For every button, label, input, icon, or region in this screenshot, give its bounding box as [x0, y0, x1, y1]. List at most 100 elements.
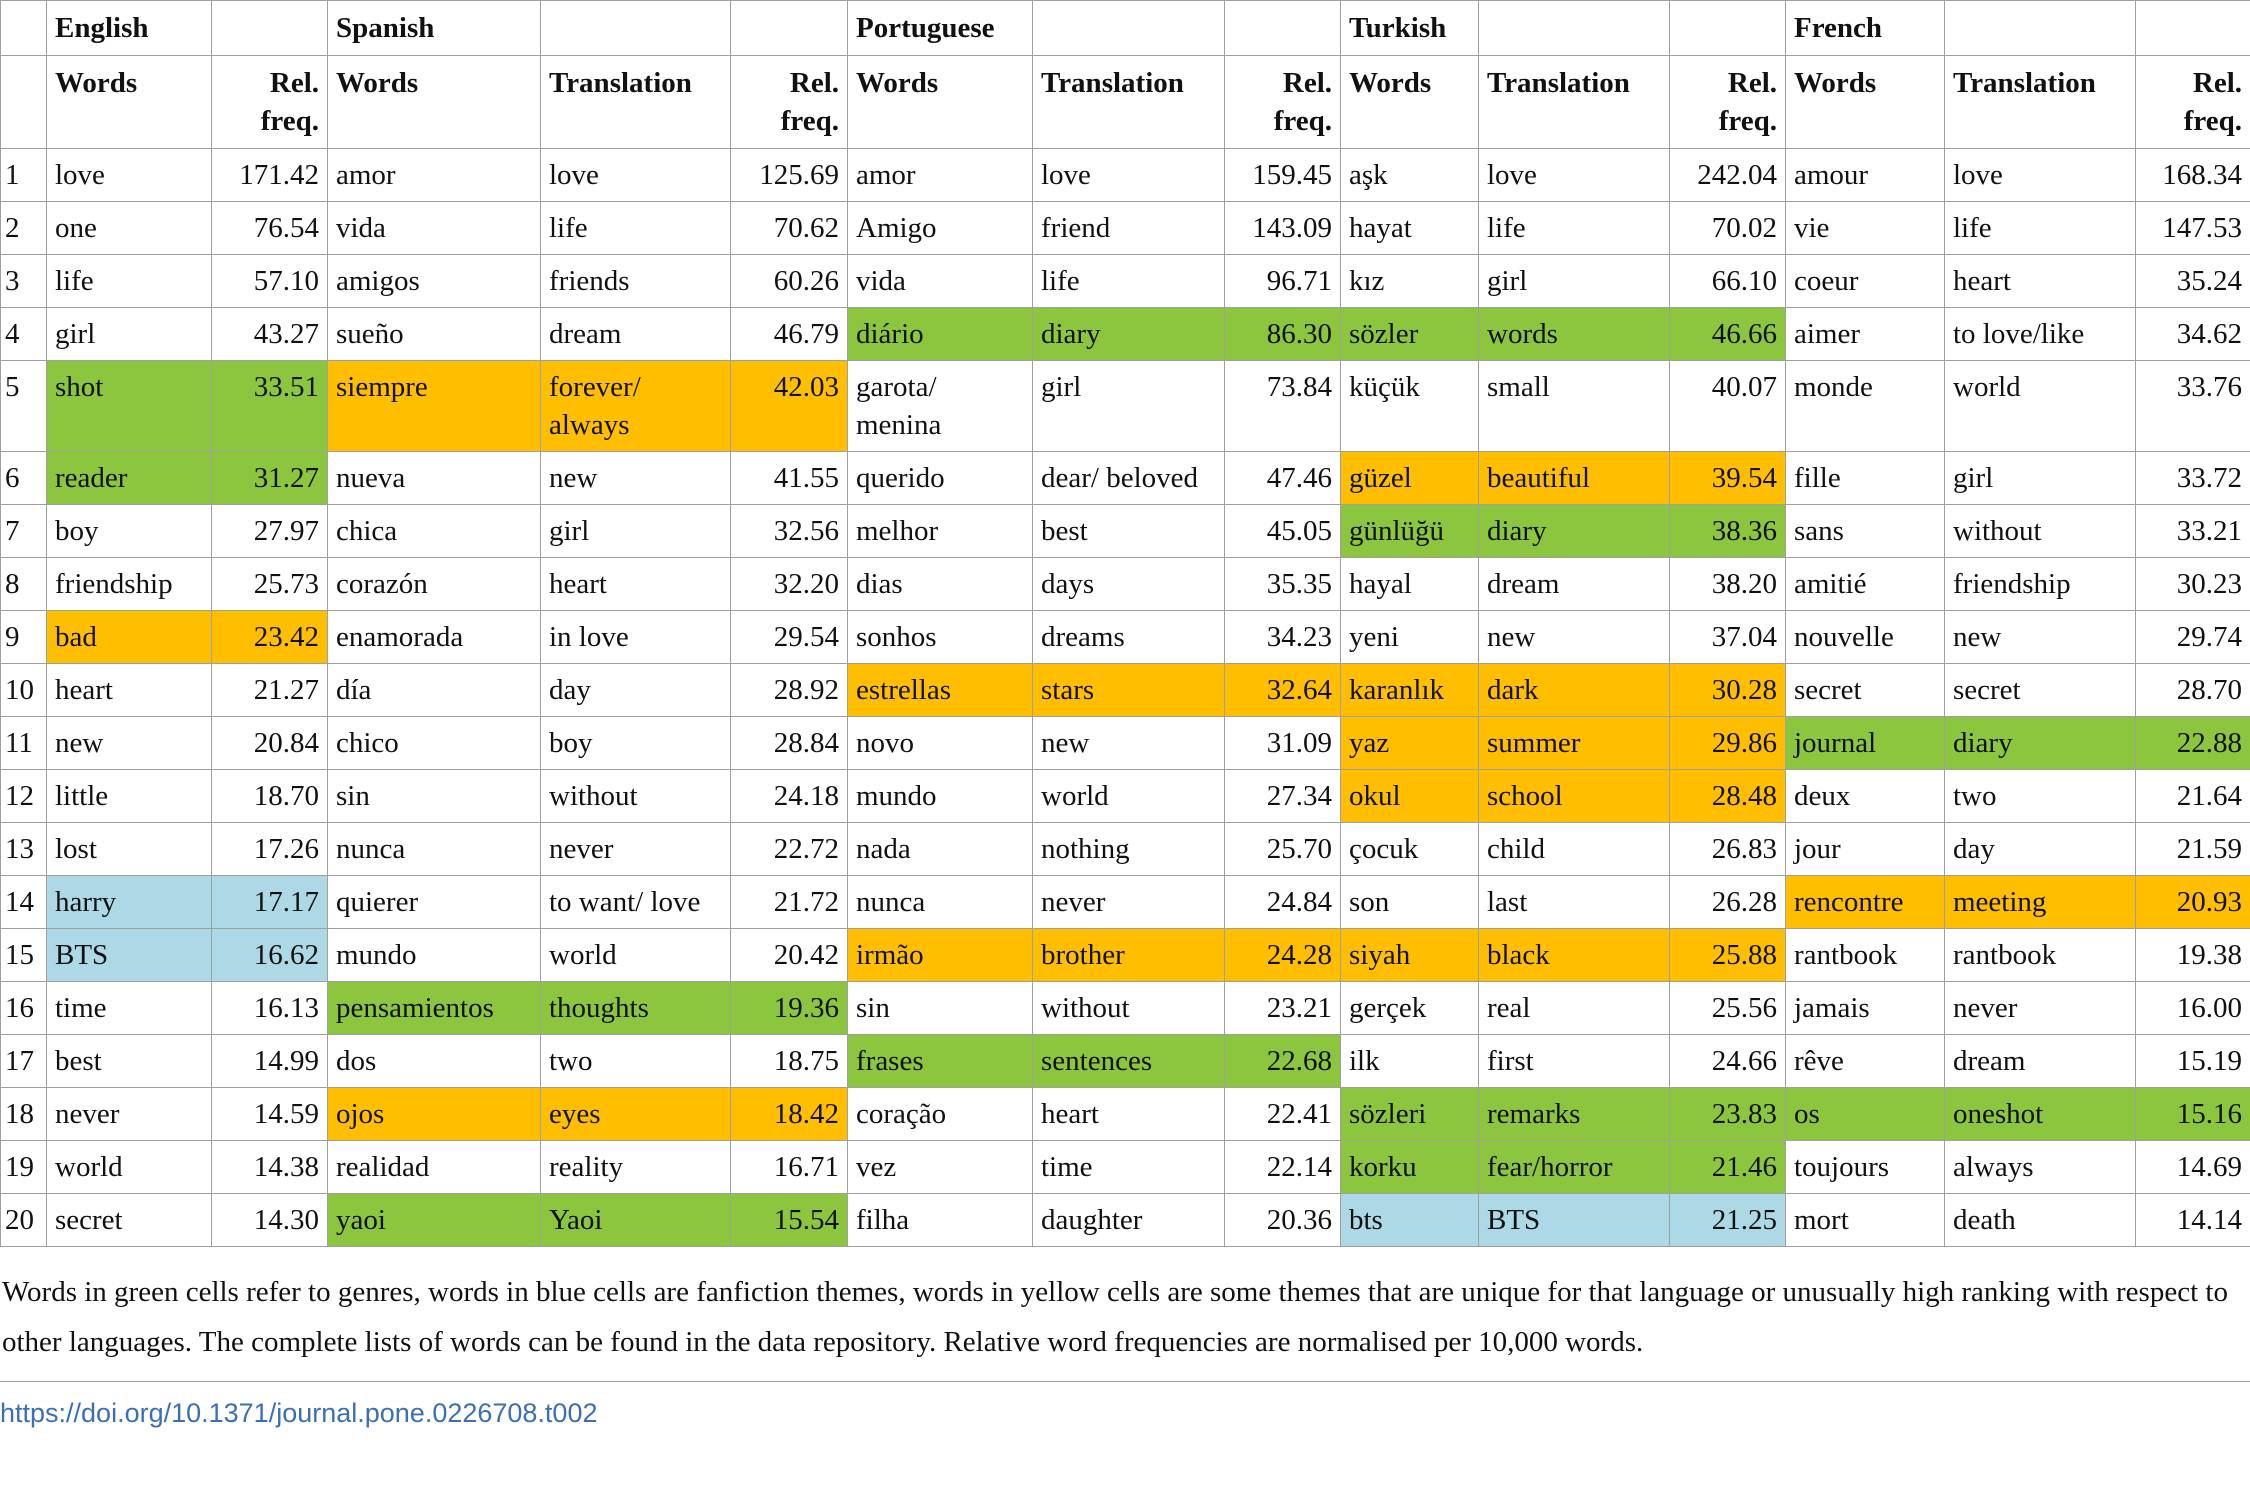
- language-header: French: [1785, 0, 1945, 56]
- table-cell: 34.23: [1224, 610, 1341, 664]
- table-cell: school: [1478, 769, 1670, 823]
- table-cell: friendship: [1944, 557, 2136, 611]
- table-row: 15 BTS 16.62 mundo world 20.42 irmão brother 24.…: [0, 928, 2250, 982]
- table-cell: 42.03: [730, 360, 848, 452]
- language-header-row: English Spanish Portuguese Turkish French: [0, 0, 2250, 56]
- table-cell: time: [1032, 1140, 1225, 1194]
- table-cell: 21.25: [1669, 1193, 1786, 1247]
- table-cell: küçük: [1340, 360, 1479, 452]
- rank-cell: 1: [0, 148, 47, 202]
- table-cell: 73.84: [1224, 360, 1341, 452]
- table-cell: friend: [1032, 201, 1225, 255]
- table-row: 13 lost 17.26 nunca never 22.72 nada nothing 25.…: [0, 822, 2250, 876]
- table-cell: 37.04: [1669, 610, 1786, 664]
- table-cell: 28.48: [1669, 769, 1786, 823]
- table-cell: 66.10: [1669, 254, 1786, 308]
- table-cell: día: [327, 663, 541, 717]
- table-cell: dear/ beloved: [1032, 451, 1225, 505]
- table-cell: toujours: [1785, 1140, 1945, 1194]
- table-cell: friends: [540, 254, 731, 308]
- table-cell: 76.54: [211, 201, 328, 255]
- table-cell: 41.55: [730, 451, 848, 505]
- table-cell: brother: [1032, 928, 1225, 982]
- table-cell: hayat: [1340, 201, 1479, 255]
- table-cell: 24.18: [730, 769, 848, 823]
- table-cell: in love: [540, 610, 731, 664]
- table-cell: yaz: [1340, 716, 1479, 770]
- table-cell: gerçek: [1340, 981, 1479, 1035]
- table-cell: new: [1944, 610, 2136, 664]
- table-cell: sin: [327, 769, 541, 823]
- table-cell: corazón: [327, 557, 541, 611]
- table-cell: journal: [1785, 716, 1945, 770]
- table-row: 16 time 16.13 pensamientos thoughts 19.36 sin w…: [0, 981, 2250, 1035]
- table-cell: 31.27: [211, 451, 328, 505]
- table-cell: heart: [540, 557, 731, 611]
- table-cell: love: [46, 148, 212, 202]
- table-cell: summer: [1478, 716, 1670, 770]
- table-cell: rantbook: [1944, 928, 2136, 982]
- table-cell: secret: [46, 1193, 212, 1247]
- column-header: Words: [1785, 55, 1945, 149]
- table-cell: mundo: [327, 928, 541, 982]
- table-cell: dos: [327, 1034, 541, 1088]
- table-cell: mundo: [847, 769, 1033, 823]
- table-cell: heart: [1032, 1087, 1225, 1141]
- table-cell: 33.51: [211, 360, 328, 452]
- table-cell: oneshot: [1944, 1087, 2136, 1141]
- table-cell: life: [1478, 201, 1670, 255]
- table-row: 1 love 171.42 amor love 125.69 amor love 159.45 a…: [0, 148, 2250, 202]
- table-cell: 46.79: [730, 307, 848, 361]
- table-cell: 26.28: [1669, 875, 1786, 929]
- table-cell: dream: [1944, 1034, 2136, 1088]
- table-cell: Amigo: [847, 201, 1033, 255]
- table-cell: secret: [1785, 663, 1945, 717]
- table-cell: sin: [847, 981, 1033, 1035]
- table-row: 3 life 57.10 amigos friends 60.26 vida life 96.7…: [0, 254, 2250, 308]
- table-cell: 14.69: [2135, 1140, 2250, 1194]
- rank-cell: 13: [0, 822, 47, 876]
- table-cell: 16.13: [211, 981, 328, 1035]
- table-cell: 32.20: [730, 557, 848, 611]
- table-cell: shot: [46, 360, 212, 452]
- table-cell: new: [46, 716, 212, 770]
- rank-cell: 17: [0, 1034, 47, 1088]
- doi-link[interactable]: https://doi.org/10.1371/journal.pone.022…: [0, 1398, 598, 1428]
- table-cell: estrellas: [847, 663, 1033, 717]
- table-cell: 86.30: [1224, 307, 1341, 361]
- header-cell: [1224, 0, 1341, 56]
- table-cell: love: [540, 148, 731, 202]
- table-cell: 168.34: [2135, 148, 2250, 202]
- table-cell: without: [540, 769, 731, 823]
- table-cell: day: [1944, 822, 2136, 876]
- table-cell: dream: [540, 307, 731, 361]
- table-cell: nueva: [327, 451, 541, 505]
- table-cell: 25.70: [1224, 822, 1341, 876]
- table-cell: nouvelle: [1785, 610, 1945, 664]
- table-cell: 22.88: [2135, 716, 2250, 770]
- table-cell: BTS: [1478, 1193, 1670, 1247]
- table-cell: 25.88: [1669, 928, 1786, 982]
- table-cell: 27.34: [1224, 769, 1341, 823]
- table-cell: 14.14: [2135, 1193, 2250, 1247]
- table-cell: korku: [1340, 1140, 1479, 1194]
- table-cell: 16.62: [211, 928, 328, 982]
- table-cell: black: [1478, 928, 1670, 982]
- table-cell: 21.27: [211, 663, 328, 717]
- table-cell: girl: [1478, 254, 1670, 308]
- table-row: 6 reader 31.27 nueva new 41.55 querido dear/ be…: [0, 451, 2250, 505]
- table-cell: 20.84: [211, 716, 328, 770]
- rank-cell: 7: [0, 504, 47, 558]
- table-cell: 96.71: [1224, 254, 1341, 308]
- table-cell: 35.24: [2135, 254, 2250, 308]
- table-row: 14 harry 17.17 quierer to want/ love 21.72 nun…: [0, 875, 2250, 929]
- table-cell: kız: [1340, 254, 1479, 308]
- header-cell: [540, 0, 731, 56]
- table-cell: 30.28: [1669, 663, 1786, 717]
- table-cell: 159.45: [1224, 148, 1341, 202]
- table-cell: stars: [1032, 663, 1225, 717]
- table-cell: friendship: [46, 557, 212, 611]
- table-cell: 28.70: [2135, 663, 2250, 717]
- table-cell: 32.56: [730, 504, 848, 558]
- table-cell: forever/ always: [540, 360, 731, 452]
